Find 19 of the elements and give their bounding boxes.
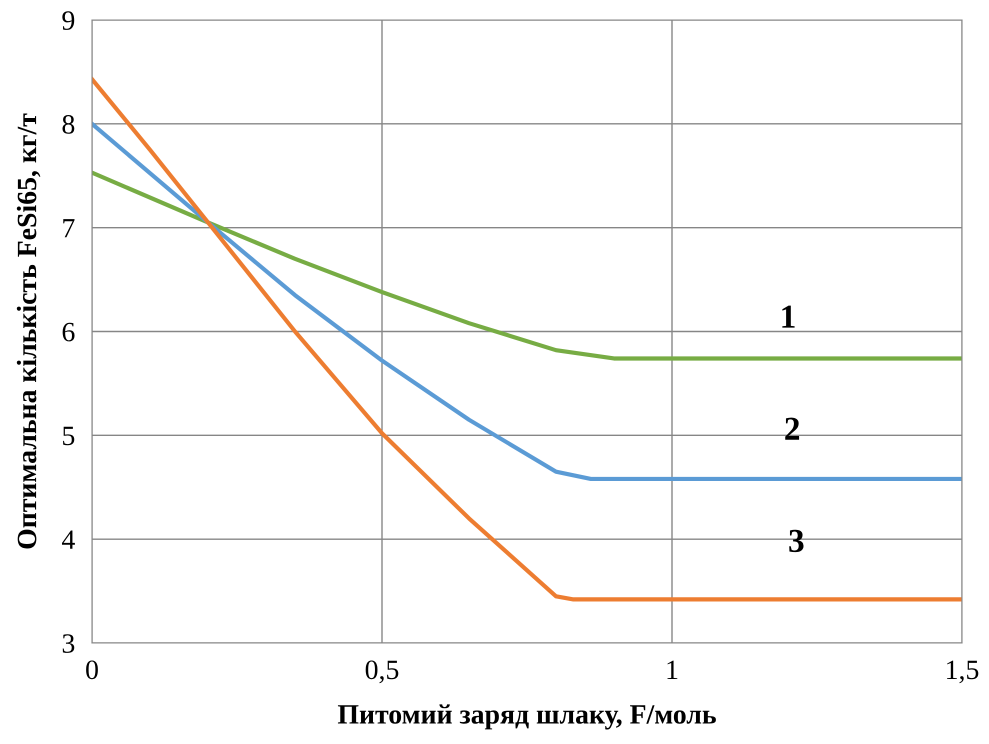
y-axis-title: Оптимальна кількість FeSi65, кг/т [16,114,40,548]
series-label: 2 [785,418,800,440]
y-tick-label: 5 [63,426,74,446]
x-axis-title: Питомий заряд шлаку, F/моль [338,704,716,730]
series-label: 1 [782,306,795,328]
line-series [92,122,962,482]
y-tick-label: 3 [62,634,74,653]
x-tick-label: 1,5 [947,660,978,684]
y-tick-label: 9 [62,11,74,30]
y-tick-label: 7 [63,219,75,238]
series-label: 3 [789,530,804,552]
line-series [92,170,962,361]
line-series [92,77,962,602]
y-tick-label: 6 [62,322,75,342]
x-tick-label: 0,5 [366,660,398,684]
y-tick-label: 8 [62,115,74,134]
x-tick-label: 1 [668,660,678,679]
y-tick-label: 4 [62,530,75,549]
x-tick-label: 0 [86,660,98,680]
